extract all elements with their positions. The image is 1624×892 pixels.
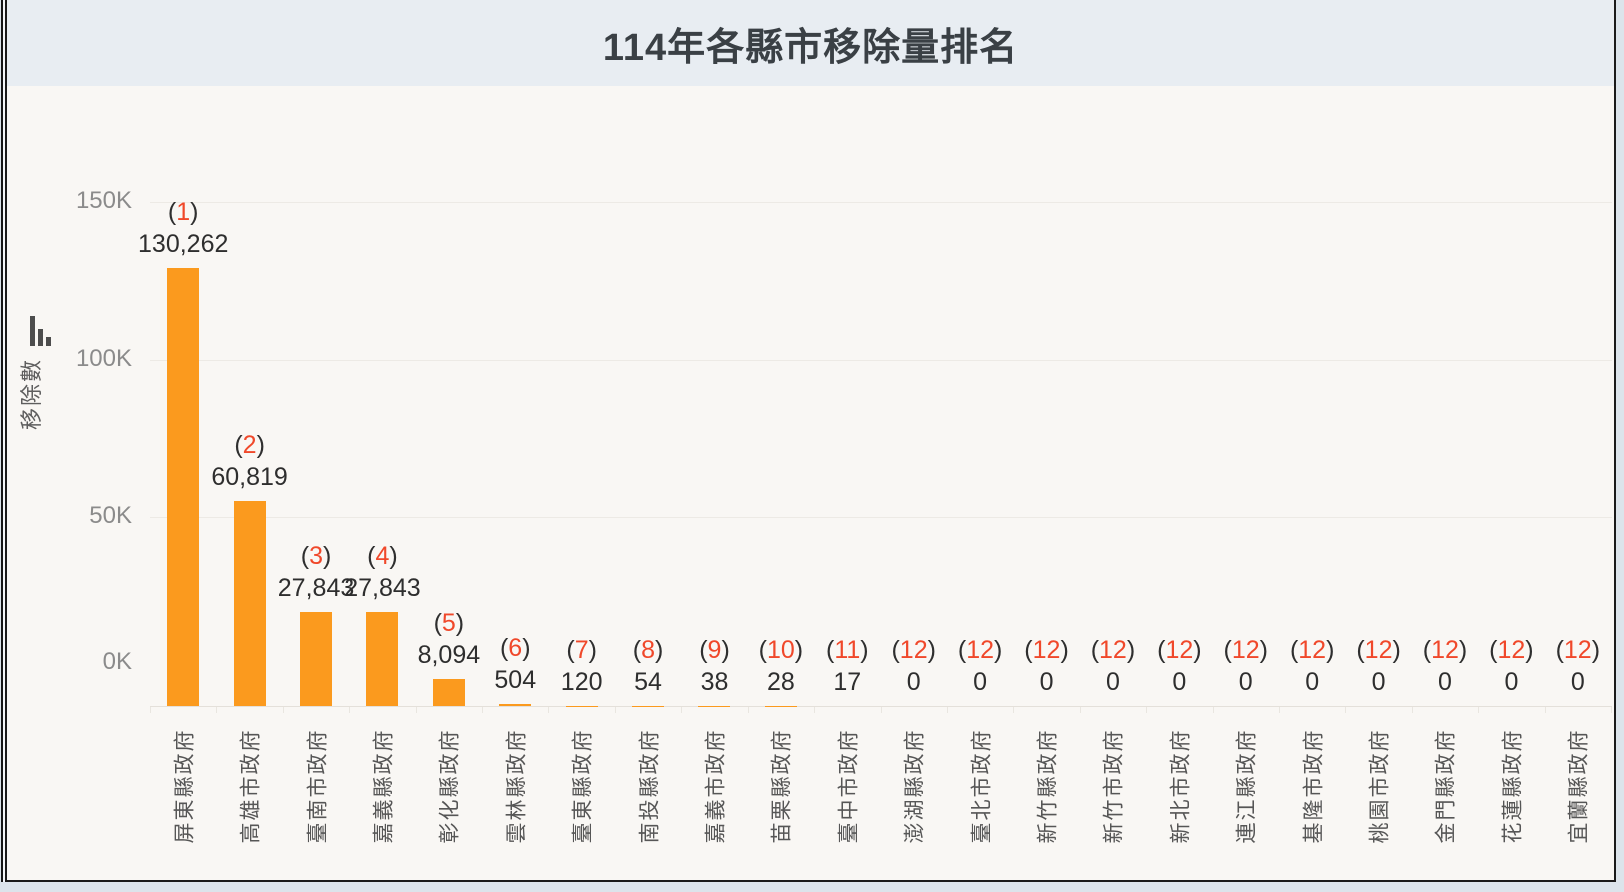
window-left-border-gap: [3, 0, 5, 882]
value-label: 27,843: [277, 574, 355, 603]
value-label: 120: [560, 667, 603, 696]
window-left-border: [1, 0, 3, 882]
column-tick: [946, 707, 948, 713]
rank-label: (1): [167, 198, 199, 226]
rank-label: (10): [758, 635, 804, 664]
x-axis-label-text: 宜蘭縣政府: [1567, 728, 1591, 844]
bar-雲林縣政府[interactable]: [499, 704, 532, 706]
sort-descending-icon[interactable]: [29, 314, 55, 346]
rank-label: (12): [1289, 636, 1335, 664]
column-tick: [614, 707, 616, 713]
column-tick: [1345, 707, 1347, 713]
value-label: 60,819: [211, 463, 288, 492]
value-label: 0: [973, 668, 988, 696]
gridline: [150, 360, 1612, 361]
y-axis-tick-label: 150K: [75, 187, 132, 214]
value-label: 504: [494, 666, 537, 695]
chart-title: 114年各縣市移除量排名: [602, 26, 1019, 69]
x-axis-label-宜蘭縣政府: 宜蘭縣政府: [1508, 716, 1624, 856]
column-tick: [747, 707, 749, 713]
sort-bar-medium: [38, 329, 43, 346]
sort-bar-tall: [30, 316, 35, 346]
rank-label: (12): [1024, 636, 1069, 664]
rank-label: (12): [1422, 636, 1468, 664]
rank-label: (12): [1157, 636, 1202, 664]
chart-header: 114年各縣市移除量排名: [7, 0, 1614, 86]
value-label: 0: [1305, 668, 1320, 696]
rank-label: (11): [825, 635, 869, 664]
y-axis-tick-label: 50K: [89, 502, 132, 529]
column-tick: [150, 707, 151, 713]
value-label: 8,094: [417, 640, 481, 669]
rank-label: (5): [433, 608, 465, 637]
value-label: 27,843: [344, 574, 421, 603]
rank-label: (4): [367, 542, 398, 571]
rank-label: (12): [1356, 636, 1401, 664]
column-tick: [880, 707, 882, 713]
x-axis-line: [150, 706, 1612, 707]
column-tick: [349, 707, 351, 713]
column-tick: [482, 707, 484, 713]
column-tick: [814, 707, 816, 713]
bar-嘉義縣政府[interactable]: [366, 612, 399, 706]
viz-frame: 114年各縣市移除量排名 移除數 150K 100K 50K 0K 130,262 (1)…: [5, 0, 1616, 882]
bar-高雄市政府[interactable]: [233, 501, 266, 706]
rank-label: (8): [632, 635, 664, 664]
value-label: 17: [833, 667, 862, 696]
column-tick: [1544, 707, 1546, 713]
value-label: 0: [1371, 668, 1386, 696]
value-label: 38: [700, 667, 729, 696]
rank-label: (12): [1489, 636, 1534, 664]
rank-label: (7): [566, 635, 597, 664]
plot-area: 移除數 150K 100K 50K 0K 130,262 (1) 屏東縣政府 60,819 (2…: [7, 86, 1614, 880]
value-label: 130,262: [138, 230, 229, 258]
value-label: 54: [634, 667, 662, 696]
column-tick: [1013, 707, 1015, 713]
sort-bar-short: [46, 337, 51, 346]
rank-label: (3): [300, 542, 332, 571]
column-tick: [1212, 707, 1214, 713]
rank-label: (2): [234, 431, 265, 460]
value-label: 0: [906, 668, 921, 696]
column-tick: [1278, 707, 1280, 713]
column-tick: [1079, 707, 1081, 713]
value-label: 0: [1570, 668, 1585, 696]
column-tick: [1411, 707, 1413, 713]
value-label: 0: [1105, 668, 1120, 696]
column-tick: [681, 707, 683, 713]
bar-屏東縣政府[interactable]: [167, 268, 200, 706]
rank-label: (12): [1090, 636, 1136, 664]
value-label: 0: [1438, 668, 1452, 696]
column-tick: [415, 707, 417, 713]
column-tick: [1146, 707, 1148, 713]
column-tick: [282, 707, 284, 713]
value-label: 0: [1238, 668, 1253, 696]
y-axis-tick-label: 0K: [102, 648, 132, 675]
rank-label: (9): [699, 635, 730, 664]
gridline: [150, 202, 1612, 203]
bar-彰化縣政府[interactable]: [432, 678, 465, 706]
rank-label: (12): [891, 636, 936, 664]
bar-臺南市政府[interactable]: [300, 612, 333, 706]
rank-label: (12): [957, 636, 1003, 664]
column-tick: [1611, 707, 1613, 713]
column-tick: [216, 707, 218, 713]
value-label: 0: [1504, 668, 1519, 696]
rank-label: (12): [1555, 636, 1601, 664]
value-label: 0: [1172, 668, 1187, 696]
column-tick: [548, 707, 550, 713]
column-tick: [1478, 707, 1480, 713]
gridline: [150, 517, 1612, 518]
value-label: 0: [1039, 668, 1054, 696]
value-label: 28: [766, 667, 795, 696]
y-axis-tick-label: 100K: [75, 345, 132, 372]
rank-label: (6): [499, 634, 531, 663]
rank-label: (12): [1223, 636, 1268, 664]
